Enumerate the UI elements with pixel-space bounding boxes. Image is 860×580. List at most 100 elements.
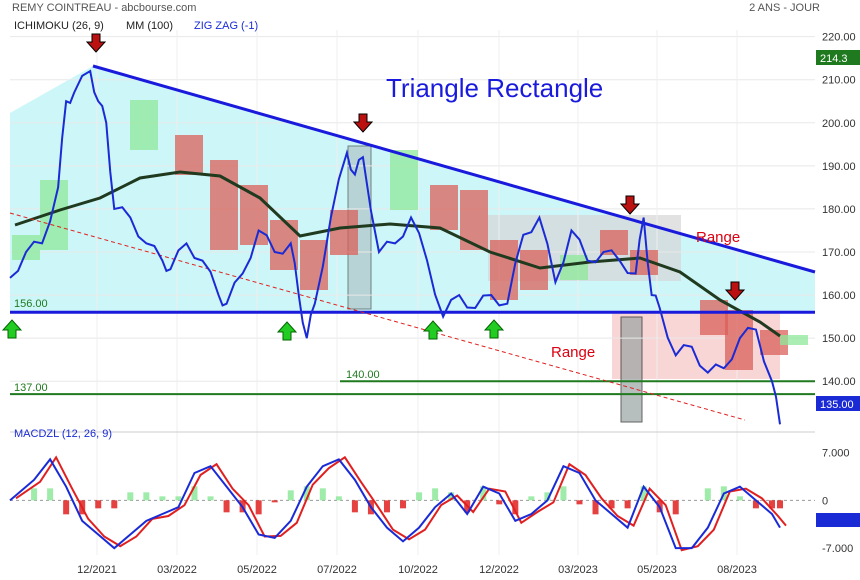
legend-zigzag: ZIG ZAG (-1) (194, 20, 259, 32)
x-tick-label: 08/2023 (717, 564, 757, 576)
macd-histogram-bar (496, 500, 503, 505)
macd-histogram-bar (608, 500, 615, 509)
macd-line (9, 457, 781, 550)
x-tick-label: 10/2022 (398, 564, 438, 576)
macd-histogram-bar (143, 492, 150, 501)
macd-histogram-bar (736, 496, 743, 501)
macd-tick-label: -7.000 (822, 543, 853, 555)
macd-histogram-bar (383, 500, 390, 513)
y-tick-label: 140.00 (822, 376, 856, 388)
last-price-text: 214.3 (820, 53, 848, 65)
macd-histogram-bar (175, 496, 182, 501)
kumo-bear (175, 135, 203, 175)
macd-histogram-bar (704, 488, 711, 501)
macd-label: MACDZL (12, 26, 9) (14, 428, 112, 440)
x-tick-label: 03/2022 (157, 564, 197, 576)
y-tick-label: 160.00 (822, 290, 856, 302)
current-price-text: 135.00 (820, 399, 854, 411)
macd-histogram-bar (287, 490, 294, 501)
up-arrow-icon (276, 321, 298, 341)
kumo-bear (520, 250, 548, 290)
legend-ichimoku: ICHIMOKU (26, 9) (14, 20, 104, 32)
kumo-bull (390, 150, 418, 210)
macd-histogram-bar (544, 492, 551, 501)
up-arrow-icon (483, 319, 505, 339)
up-arrow-icon (422, 320, 444, 340)
triangle-label: Triangle Rectangle (386, 73, 603, 103)
x-tick-label: 05/2022 (237, 564, 277, 576)
macd-histogram-bar (223, 500, 230, 513)
x-tick-label: 12/2021 (77, 564, 117, 576)
macd-histogram-bar (448, 492, 455, 501)
kumo-bear (430, 185, 458, 230)
triangle-upper-line (92, 64, 816, 274)
macd-histogram-bar (63, 500, 70, 515)
kumo-bear (700, 300, 728, 335)
x-tick-label: 05/2023 (637, 564, 677, 576)
y-tick-label: 220.00 (822, 32, 856, 44)
kumo-bull (130, 100, 158, 150)
macd-histogram-bar (576, 500, 583, 505)
macd-histogram-bar (592, 500, 599, 515)
macd-histogram-bar (31, 488, 38, 501)
last-price-badge (816, 50, 860, 65)
macd-histogram-bar (400, 500, 407, 509)
down-arrow-icon (352, 113, 374, 133)
macd-histogram-bar (159, 496, 166, 501)
y-tick-label: 150.00 (822, 333, 856, 345)
macd-histogram-bar (351, 500, 358, 513)
x-tick-label: 12/2022 (479, 564, 519, 576)
macd-histogram-bar (528, 496, 535, 501)
x-tick-label: 07/2022 (317, 564, 357, 576)
y-tick-label: 210.00 (822, 75, 856, 87)
dashed-support-line (9, 212, 746, 421)
kumo-bull (12, 235, 40, 260)
range-bottom-label: Range (551, 344, 595, 361)
macd-histogram-bar (560, 486, 567, 501)
macd-histogram-bar (335, 496, 342, 501)
level-156-label: 156.00 (14, 298, 48, 310)
down-arrow-icon (724, 281, 746, 301)
macd-histogram-bar (319, 488, 326, 501)
macd-histogram-bar (255, 500, 262, 515)
mm-100-line (14, 170, 781, 338)
y-tick-label: 190.00 (822, 161, 856, 173)
volume-spike-2 (620, 316, 643, 423)
macd-histogram-bar (752, 500, 759, 509)
macd-badge (816, 513, 860, 527)
macd-tick-label: 7.000 (822, 448, 850, 460)
x-tick-label: 03/2023 (558, 564, 598, 576)
macd-histogram-bar (47, 488, 54, 501)
price-line (9, 69, 781, 425)
down-arrow-icon (85, 33, 107, 53)
y-tick-label: 170.00 (822, 247, 856, 259)
up-arrow-icon (1, 319, 23, 339)
macd-histogram-bar (191, 486, 198, 501)
macd-histogram-bar (480, 486, 487, 501)
kumo-bull (780, 335, 808, 345)
y-tick-label: 200.00 (822, 118, 856, 130)
kumo-bear (210, 160, 238, 250)
macd-histogram-bar (777, 500, 783, 509)
header-title: REMY COINTREAU - abcbourse.com (12, 2, 197, 14)
kumo-bear (330, 210, 358, 255)
macd-histogram-bar (95, 500, 102, 509)
header-period: 2 ANS - JOUR (749, 2, 820, 14)
macd-histogram-bar (672, 500, 679, 515)
legend-mm: MM (100) (126, 20, 174, 32)
macd-histogram-bar (207, 496, 214, 501)
macd-tick-label: 0 (822, 495, 828, 507)
current-price-badge (816, 396, 860, 411)
macd-histogram-bar (271, 500, 278, 503)
macd-histogram-bar (768, 500, 775, 509)
level-140-label: 140.00 (346, 369, 380, 381)
macd-histogram-bar (416, 492, 423, 501)
level-137-label: 137.00 (14, 382, 48, 394)
macd-histogram-bar (111, 500, 118, 509)
macd-histogram-bar (432, 488, 439, 501)
macd-histogram-bar (303, 486, 310, 501)
macd-histogram-bar (624, 500, 631, 509)
macd-histogram-bar (512, 500, 519, 515)
